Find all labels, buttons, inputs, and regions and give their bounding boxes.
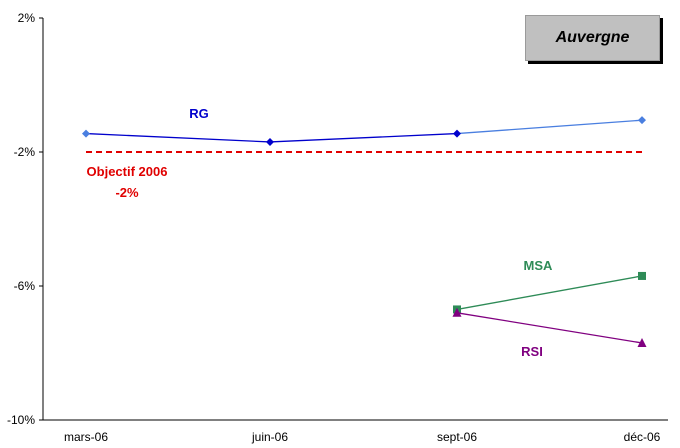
reference-value-label: -2%: [115, 185, 139, 200]
rg-segment: [269, 132, 458, 143]
rsi-segment: [456, 312, 643, 344]
rsi-point: [637, 337, 647, 347]
series-labels: RG MSA RSI: [189, 106, 553, 359]
rg-segment: [85, 132, 271, 143]
y-tick-label: -2%: [14, 145, 36, 159]
rg-point: [82, 129, 90, 138]
reference-label: Objectif 2006: [87, 164, 168, 179]
x-tick-label: déc-06: [624, 430, 661, 444]
msa-segment: [456, 275, 643, 311]
x-tick-label: juin-06: [251, 430, 288, 444]
y-tick-label: 2%: [18, 11, 36, 25]
rg-label: RG: [189, 106, 209, 121]
y-tick-label: -6%: [14, 279, 36, 293]
rg-point: [638, 116, 646, 125]
msa-point: [638, 271, 646, 280]
y-tick-label: -10%: [7, 413, 35, 427]
reference-line-group: Objectif 2006 -2%: [86, 151, 642, 200]
series-group: [82, 116, 647, 347]
rsi-label: RSI: [521, 344, 543, 359]
msa-label: MSA: [524, 258, 554, 273]
axes: 2% -2% -6% -10% mars-06 juin-06 sept-06 déc-06: [7, 11, 668, 444]
rg-point: [266, 137, 274, 146]
x-tick-label: mars-06: [64, 430, 108, 444]
chart-title: Auvergne: [525, 15, 660, 61]
x-tick-label: sept-06: [437, 430, 477, 444]
rg-point: [453, 129, 461, 138]
rg-segment: [456, 119, 643, 135]
rsi-point: [452, 307, 462, 317]
